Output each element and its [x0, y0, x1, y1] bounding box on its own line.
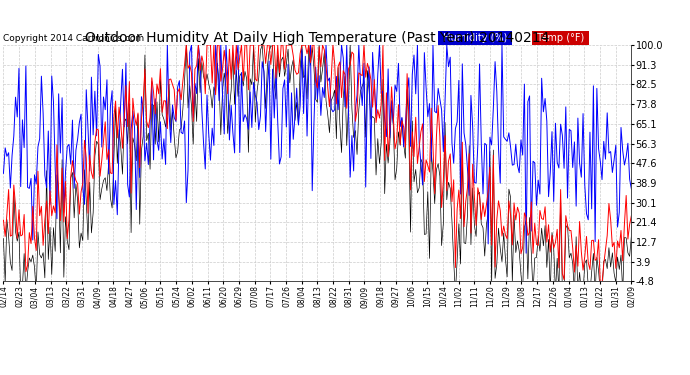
Text: Copyright 2014 Cartronics.com: Copyright 2014 Cartronics.com — [3, 34, 145, 43]
Text: Humidity (%): Humidity (%) — [440, 33, 511, 43]
Title: Outdoor Humidity At Daily High Temperature (Past Year) 20140214: Outdoor Humidity At Daily High Temperatu… — [85, 31, 550, 45]
Text: Temp (°F): Temp (°F) — [534, 33, 587, 43]
